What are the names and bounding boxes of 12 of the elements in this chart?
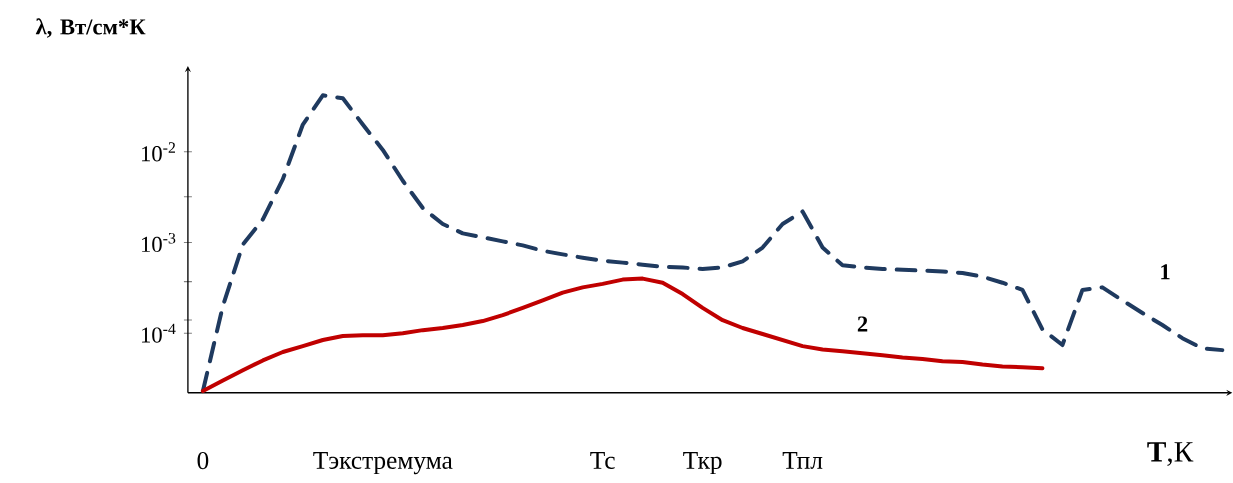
x-tick-label: Тс bbox=[590, 452, 615, 470]
y-tick-label: 10$^{-3}$ bbox=[141, 233, 176, 253]
x-tick-label: Тпл bbox=[782, 452, 823, 470]
x-tick-label: Ткр bbox=[683, 452, 722, 475]
y-tick-label: 10$^{-4}$ bbox=[141, 323, 176, 343]
y-tick-label: 10$^{-2}$ bbox=[141, 142, 176, 162]
series-label: 1 bbox=[1161, 264, 1170, 280]
x-tick-label: 0 bbox=[197, 452, 209, 470]
x-axis-title: T,К bbox=[1147, 442, 1194, 467]
x-tick-label: Тэкстремума bbox=[313, 452, 453, 475]
y-axis-title: λ, Вт/см*К bbox=[35, 18, 146, 38]
series-label: 2 bbox=[857, 316, 868, 332]
